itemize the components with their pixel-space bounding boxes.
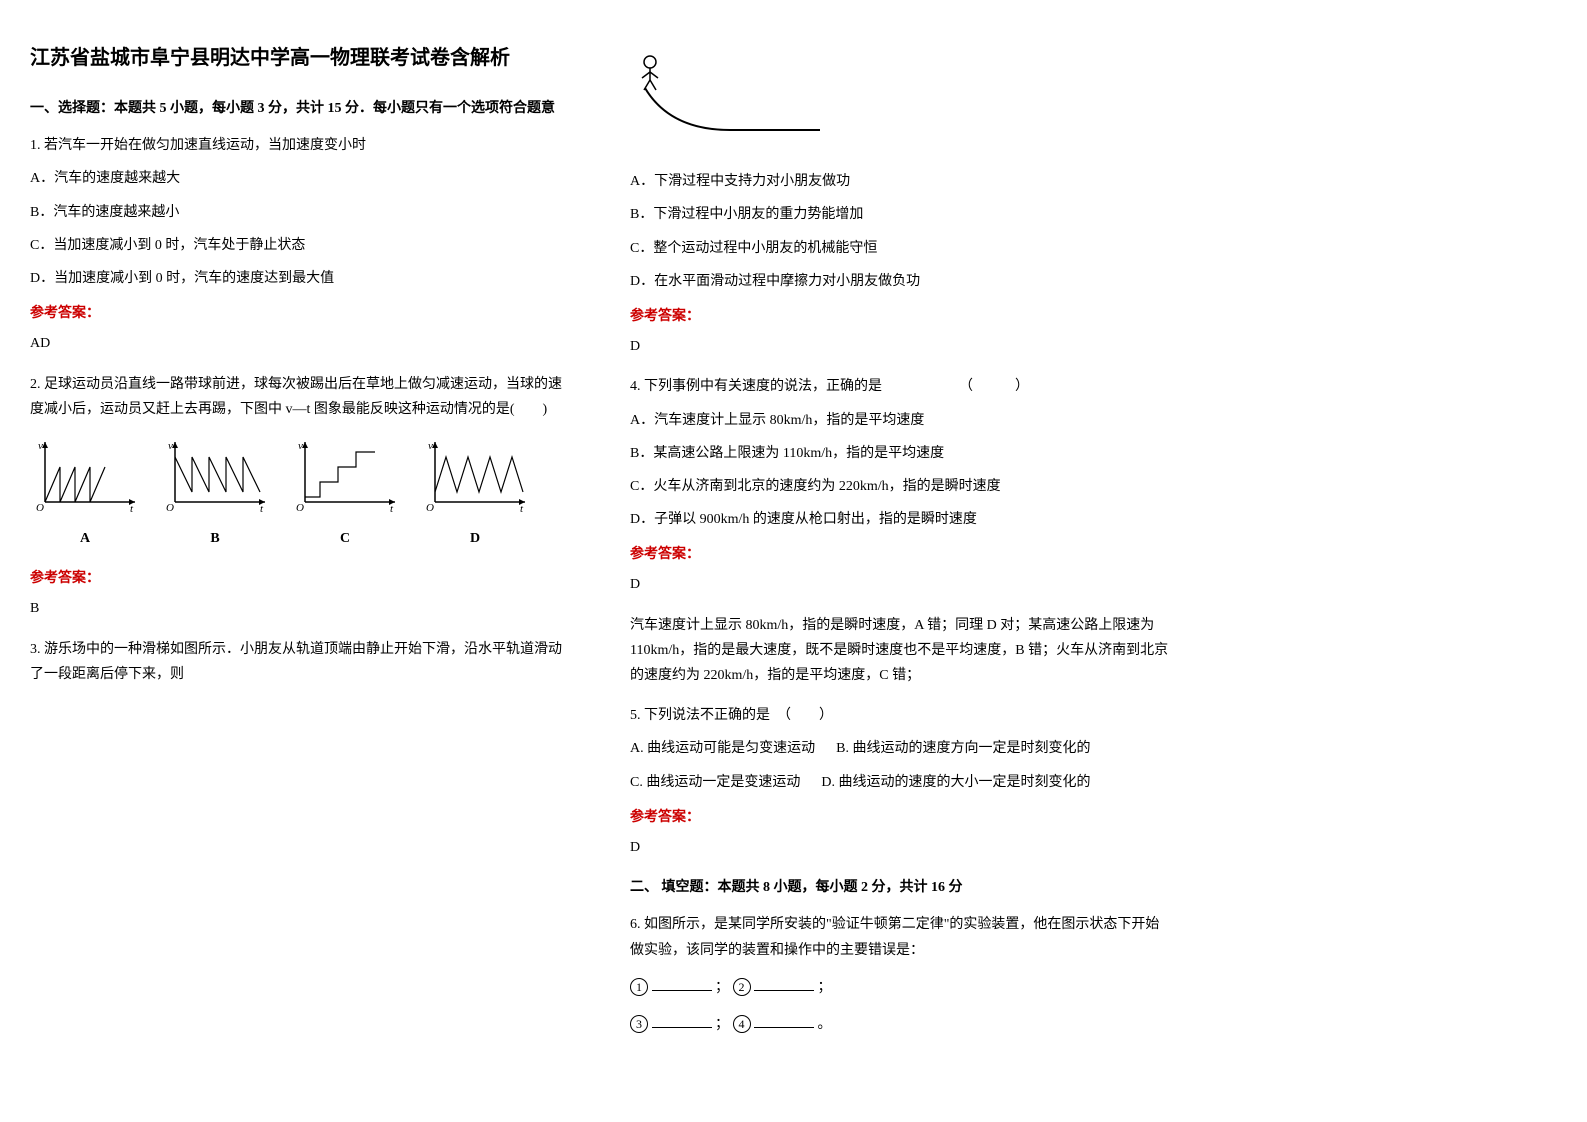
q2-answer-label: 参考答案： (30, 566, 570, 591)
q5-row2: C. 曲线运动一定是变速运动 D. 曲线运动的速度的大小一定是时刻变化的 (630, 770, 1170, 795)
period-1: 。 (818, 1017, 832, 1032)
right-column: A．下滑过程中支持力对小朋友做功 B．下滑过程中小朋友的重力势能增加 C．整个运… (630, 40, 1170, 1049)
svg-text:t: t (520, 503, 524, 512)
svg-text:t: t (260, 503, 264, 512)
q2-text: 2. 足球运动员沿直线一路带球前进，球每次被踢出后在草地上做匀减速运动，当球的速… (30, 372, 570, 422)
q5-option-b: B. 曲线运动的速度方向一定是时刻变化的 (836, 741, 1090, 756)
q3-answer: D (630, 334, 1170, 359)
q1-option-c: C．当加速度减小到 0 时，汽车处于静止状态 (30, 233, 570, 258)
q1-answer-label: 参考答案： (30, 301, 570, 326)
graph-b-svg: v t O (160, 437, 270, 512)
page-title: 江苏省盐城市阜宁县明达中学高一物理联考试卷含解析 (30, 40, 570, 76)
q5-answer: D (630, 835, 1170, 860)
question-6: 6. 如图所示，是某同学所安装的"验证牛顿第二定律"的实验装置，他在图示状态下开… (630, 912, 1170, 1037)
svg-text:v: v (428, 440, 433, 452)
svg-text:v: v (38, 440, 43, 452)
q4-option-a: A．汽车速度计上显示 80km/h，指的是平均速度 (630, 408, 1170, 433)
question-1: 1. 若汽车一开始在做匀加速直线运动，当加速度变小时 A．汽车的速度越来越大 B… (30, 133, 570, 356)
q5-text: 5. 下列说法不正确的是 （ ） (630, 703, 1170, 728)
q5-option-a: A. 曲线运动可能是匀变速运动 (630, 741, 815, 756)
blank-3 (652, 1012, 712, 1028)
svg-text:O: O (36, 502, 44, 512)
semi-3: ； (715, 1017, 729, 1032)
section2-header: 二、 填空题：本题共 8 小题，每小题 2 分，共计 16 分 (630, 875, 1170, 900)
graph-d: v t O D (420, 437, 530, 551)
question-2: 2. 足球运动员沿直线一路带球前进，球每次被踢出后在草地上做匀减速运动，当球的速… (30, 372, 570, 622)
slide-svg (630, 50, 830, 140)
q1-option-d: D．当加速度减小到 0 时，汽车的速度达到最大值 (30, 266, 570, 291)
graph-a: v t O A (30, 437, 140, 551)
question-3: 3. 游乐场中的一种滑梯如图所示．小朋友从轨道顶端由静止开始下滑，沿水平轨道滑动… (30, 637, 570, 687)
q1-answer: AD (30, 331, 570, 356)
q1-option-b: B．汽车的速度越来越小 (30, 200, 570, 225)
q3-answer-label: 参考答案： (630, 304, 1170, 329)
blank-2 (754, 975, 814, 991)
q1-option-a: A．汽车的速度越来越大 (30, 166, 570, 191)
q5-answer-label: 参考答案： (630, 805, 1170, 830)
q4-option-d: D．子弹以 900km/h 的速度从枪口射出，指的是瞬时速度 (630, 507, 1170, 532)
blank-1 (652, 975, 712, 991)
q5-option-c: C. 曲线运动一定是变速运动 (630, 775, 800, 790)
graph-b-label: B (160, 526, 270, 551)
graph-b: v t O B (160, 437, 270, 551)
q4-explanation: 汽车速度计上显示 80km/h，指的是瞬时速度，A 错；同理 D 对；某高速公路… (630, 613, 1170, 689)
q1-text: 1. 若汽车一开始在做匀加速直线运动，当加速度变小时 (30, 133, 570, 158)
left-column: 江苏省盐城市阜宁县明达中学高一物理联考试卷含解析 一、选择题：本题共 5 小题，… (30, 40, 570, 1049)
q6-text: 6. 如图所示，是某同学所安装的"验证牛顿第二定律"的实验装置，他在图示状态下开… (630, 912, 1170, 962)
graph-a-svg: v t O (30, 437, 140, 512)
svg-text:v: v (168, 440, 173, 452)
q6-line2: 3 ； 4 。 (630, 1012, 1170, 1037)
question-5: 5. 下列说法不正确的是 （ ） A. 曲线运动可能是匀变速运动 B. 曲线运动… (630, 703, 1170, 860)
svg-text:v: v (298, 440, 303, 452)
q2-answer: B (30, 596, 570, 621)
q4-option-c: C．火车从济南到北京的速度约为 220km/h，指的是瞬时速度 (630, 474, 1170, 499)
q4-text: 4. 下列事例中有关速度的说法，正确的是 （ ） (630, 374, 1170, 399)
svg-text:O: O (296, 502, 304, 512)
q5-row1: A. 曲线运动可能是匀变速运动 B. 曲线运动的速度方向一定是时刻变化的 (630, 736, 1170, 761)
graph-c-svg: v t O (290, 437, 400, 512)
circled-3: 3 (630, 1015, 648, 1033)
q5-option-d: D. 曲线运动的速度的大小一定是时刻变化的 (821, 775, 1090, 790)
graph-d-label: D (420, 526, 530, 551)
blank-4 (754, 1012, 814, 1028)
graph-c: v t O C (290, 437, 400, 551)
svg-text:t: t (130, 503, 134, 512)
graph-d-svg: v t O (420, 437, 530, 512)
slide-diagram (630, 50, 1170, 149)
q4-answer: D (630, 572, 1170, 597)
q3-option-d: D．在水平面滑动过程中摩擦力对小朋友做负功 (630, 269, 1170, 294)
circled-2: 2 (733, 978, 751, 996)
q4-answer-label: 参考答案： (630, 542, 1170, 567)
svg-text:O: O (166, 502, 174, 512)
q2-graphs: v t O A v t O B (30, 437, 570, 551)
q3-text: 3. 游乐场中的一种滑梯如图所示．小朋友从轨道顶端由静止开始下滑，沿水平轨道滑动… (30, 637, 570, 687)
q3-option-b: B．下滑过程中小朋友的重力势能增加 (630, 202, 1170, 227)
semi-2: ； (818, 980, 832, 995)
q4-option-b: B．某高速公路上限速为 110km/h，指的是平均速度 (630, 441, 1170, 466)
q3-option-c: C．整个运动过程中小朋友的机械能守恒 (630, 236, 1170, 261)
svg-text:t: t (390, 503, 394, 512)
q3-option-a: A．下滑过程中支持力对小朋友做功 (630, 169, 1170, 194)
q6-line1: 1 ； 2 ； (630, 975, 1170, 1000)
semi-1: ； (715, 980, 729, 995)
graph-c-label: C (290, 526, 400, 551)
section1-header: 一、选择题：本题共 5 小题，每小题 3 分，共计 15 分．每小题只有一个选项… (30, 96, 570, 121)
circled-1: 1 (630, 978, 648, 996)
question-4: 4. 下列事例中有关速度的说法，正确的是 （ ） A．汽车速度计上显示 80km… (630, 374, 1170, 688)
graph-a-label: A (30, 526, 140, 551)
svg-text:O: O (426, 502, 434, 512)
circled-4: 4 (733, 1015, 751, 1033)
